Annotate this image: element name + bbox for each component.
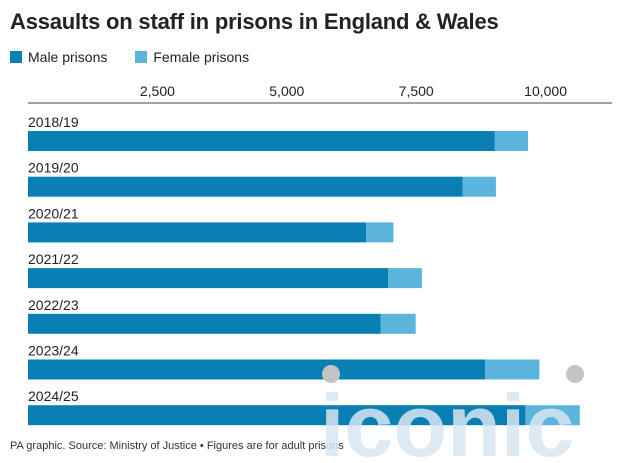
- watermark-dot: [566, 365, 584, 383]
- bar-male: [28, 268, 389, 289]
- bar-female: [525, 405, 580, 426]
- bar-male: [28, 405, 526, 426]
- legend-item-male: Male prisons: [10, 49, 107, 65]
- bar-female: [462, 176, 496, 197]
- category-label: 2023/24: [28, 343, 79, 359]
- legend-item-female: Female prisons: [135, 49, 249, 65]
- bar-male: [28, 359, 486, 380]
- x-tick-label: 7,500: [399, 83, 434, 99]
- x-tick-label: 2,500: [140, 83, 175, 99]
- legend-label-male: Male prisons: [28, 49, 108, 65]
- chart-title: Assaults on staff in prisons in England …: [10, 9, 499, 34]
- category-label: 2022/23: [28, 297, 79, 313]
- bar-male: [28, 313, 381, 334]
- legend-swatch-male: [10, 51, 22, 63]
- bar-male: [28, 222, 366, 243]
- legend-swatch-female: [135, 51, 148, 63]
- bar-female: [380, 313, 416, 334]
- watermark-logo: iconic: [320, 365, 584, 460]
- watermark-text: iconic: [320, 376, 574, 460]
- category-label: 2024/25: [28, 388, 79, 404]
- bar-male: [28, 131, 495, 151]
- bar-female: [494, 131, 529, 151]
- legend: Male prisons Female prisons: [10, 49, 277, 65]
- category-label: 2019/20: [28, 160, 79, 176]
- category-label: 2021/22: [28, 251, 79, 267]
- bar-female: [388, 268, 422, 289]
- bar-male: [28, 176, 463, 197]
- x-tick-label: 10,000: [524, 83, 567, 99]
- bar-female: [485, 359, 540, 380]
- bar-female: [365, 222, 394, 243]
- source-footer: PA graphic. Source: Ministry of Justice …: [10, 440, 344, 452]
- category-label: 2020/21: [28, 205, 79, 221]
- legend-label-female: Female prisons: [153, 49, 250, 65]
- watermark-dot: [322, 365, 340, 383]
- category-label: 2018/19: [28, 114, 79, 130]
- x-tick-label: 5,000: [269, 83, 304, 99]
